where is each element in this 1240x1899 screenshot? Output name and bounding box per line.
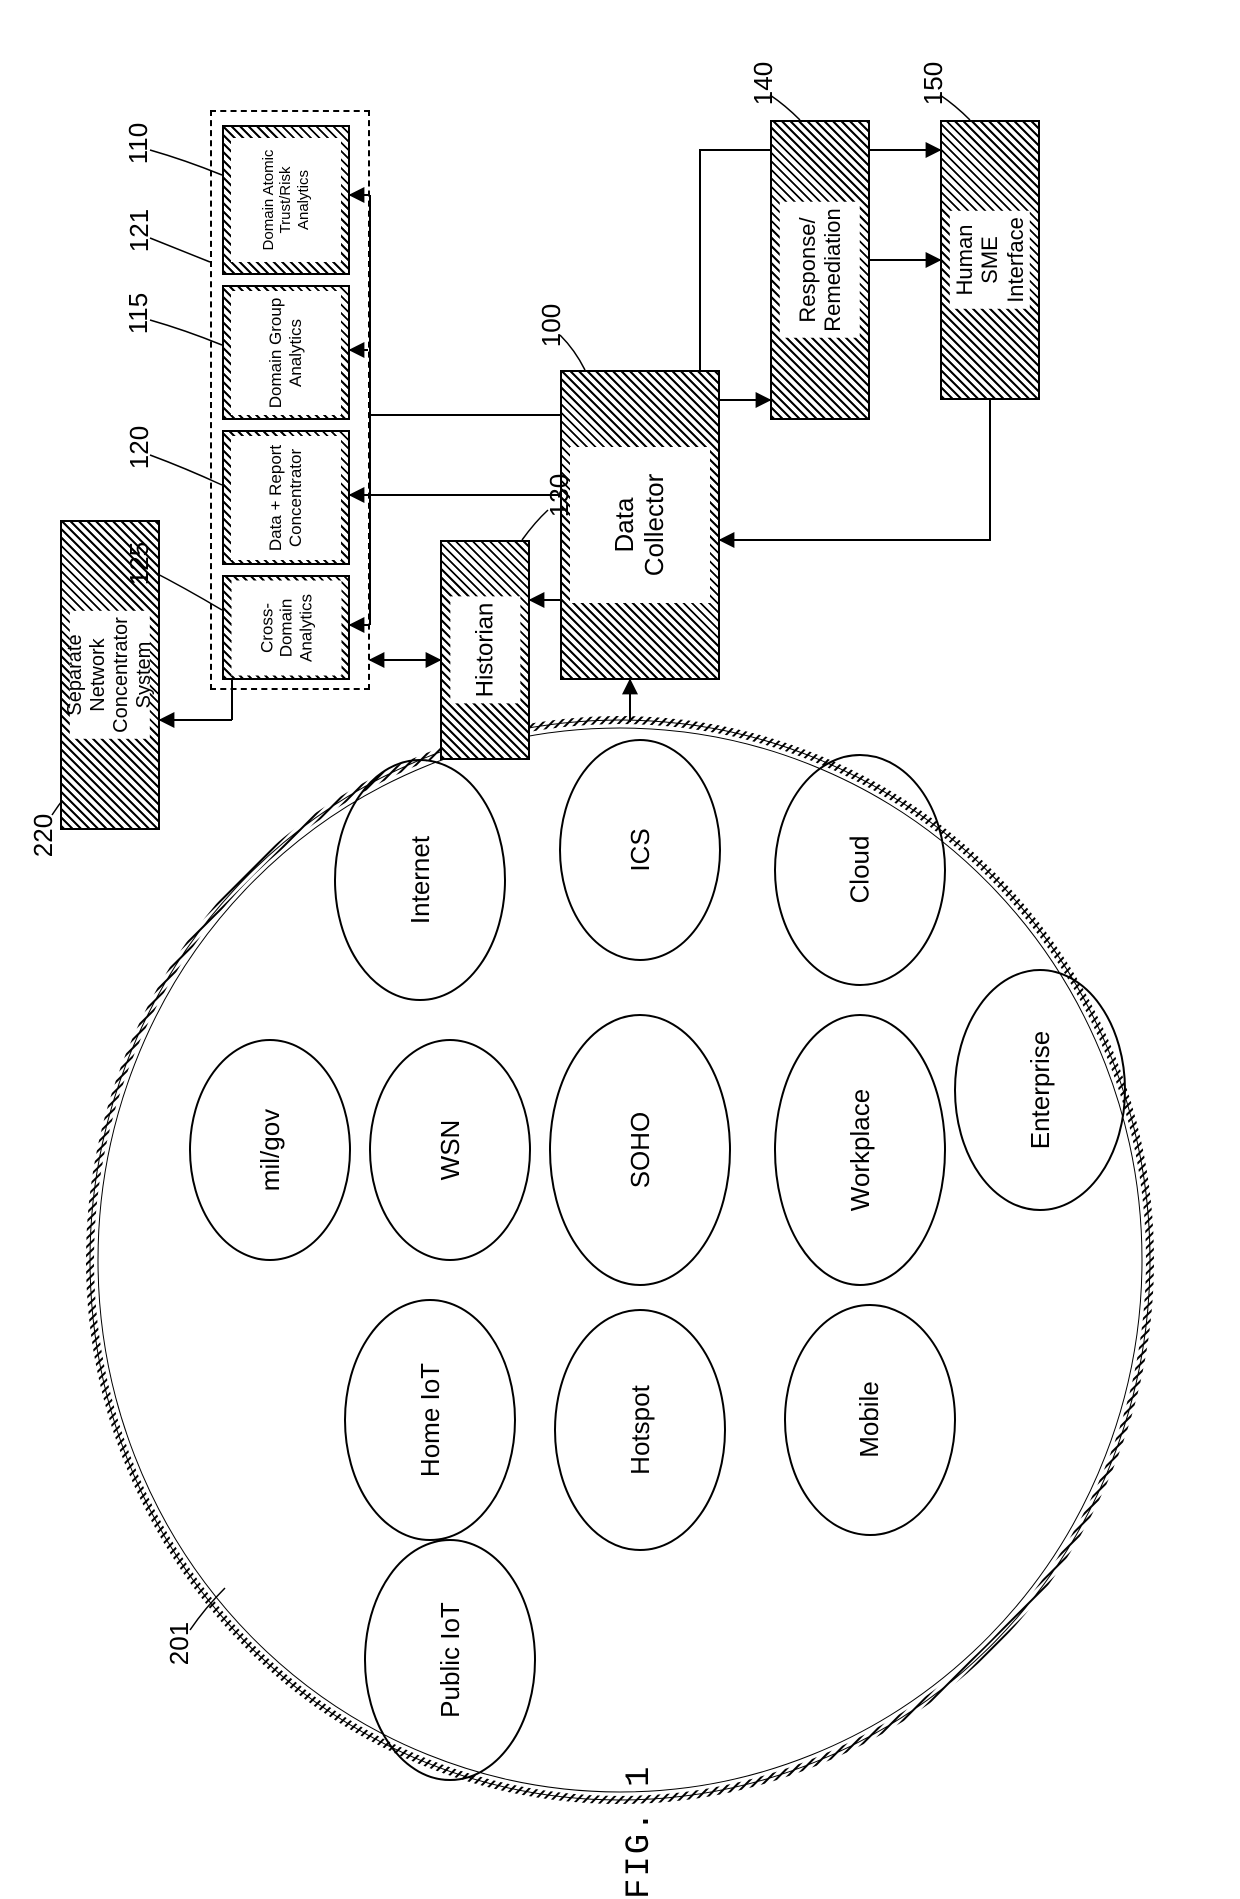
env-homeiot: Home IoT (370, 1360, 490, 1480)
domain-group-label: Domain Group Analytics (231, 291, 341, 415)
ref-125: 125 (124, 542, 155, 585)
ref-110: 110 (123, 123, 154, 164)
env-internet: Internet (360, 820, 480, 940)
ref-120: 120 (124, 426, 155, 469)
env-workplace: Workplace (795, 1085, 925, 1215)
env-cloud: Cloud (803, 810, 918, 930)
env-mobile: Mobile (812, 1362, 927, 1477)
ref-121: 121 (124, 209, 155, 252)
figure-stage: Data Collector Historian Response/ Remed… (0, 0, 1240, 1876)
data-collector-box: Data Collector (560, 370, 720, 680)
cross-domain-label: Cross-Domain Analytics (231, 580, 341, 675)
domain-atomic-box: Domain Atomic Trust/Risk Analytics (222, 125, 350, 275)
separate-network-label: Separate Network Concentrator System (70, 611, 150, 739)
response-remediation-box: Response/ Remediation (770, 120, 870, 420)
data-collector-label: Data Collector (570, 447, 710, 603)
historian-box: Historian (440, 540, 530, 760)
ref-115: 115 (123, 293, 154, 334)
ref-220: 220 (28, 814, 59, 857)
env-hotspot: Hotspot (580, 1370, 700, 1490)
figure-label: FIG. 1 (621, 1759, 659, 1899)
ref-150: 150 (918, 62, 949, 105)
data-report-box: Data + Report Concentrator (222, 430, 350, 565)
ref-201: 201 (164, 1622, 195, 1665)
svg-layer (0, 0, 1240, 1876)
cross-domain-box: Cross-Domain Analytics (222, 575, 350, 680)
env-enterprise: Enterprise (980, 1030, 1100, 1150)
human-sme-label: Human SME Interface (950, 211, 1030, 309)
response-remediation-label: Response/ Remediation (780, 202, 860, 338)
env-wsn: WSN (395, 1095, 505, 1205)
ref-130: 130 (544, 474, 575, 517)
historian-label: Historian (450, 597, 520, 704)
ref-100: 100 (536, 304, 567, 347)
domain-group-box: Domain Group Analytics (222, 285, 350, 420)
domain-atomic-label: Domain Atomic Trust/Risk Analytics (231, 138, 341, 262)
ref-140: 140 (748, 62, 779, 105)
human-sme-box: Human SME Interface (940, 120, 1040, 400)
env-ics: ICS (585, 795, 695, 905)
env-soho: SOHO (575, 1085, 705, 1215)
data-report-label: Data + Report Concentrator (231, 436, 341, 560)
env-milgov: mil/gov (215, 1095, 325, 1205)
env-publiciot: Public IoT (390, 1600, 510, 1720)
